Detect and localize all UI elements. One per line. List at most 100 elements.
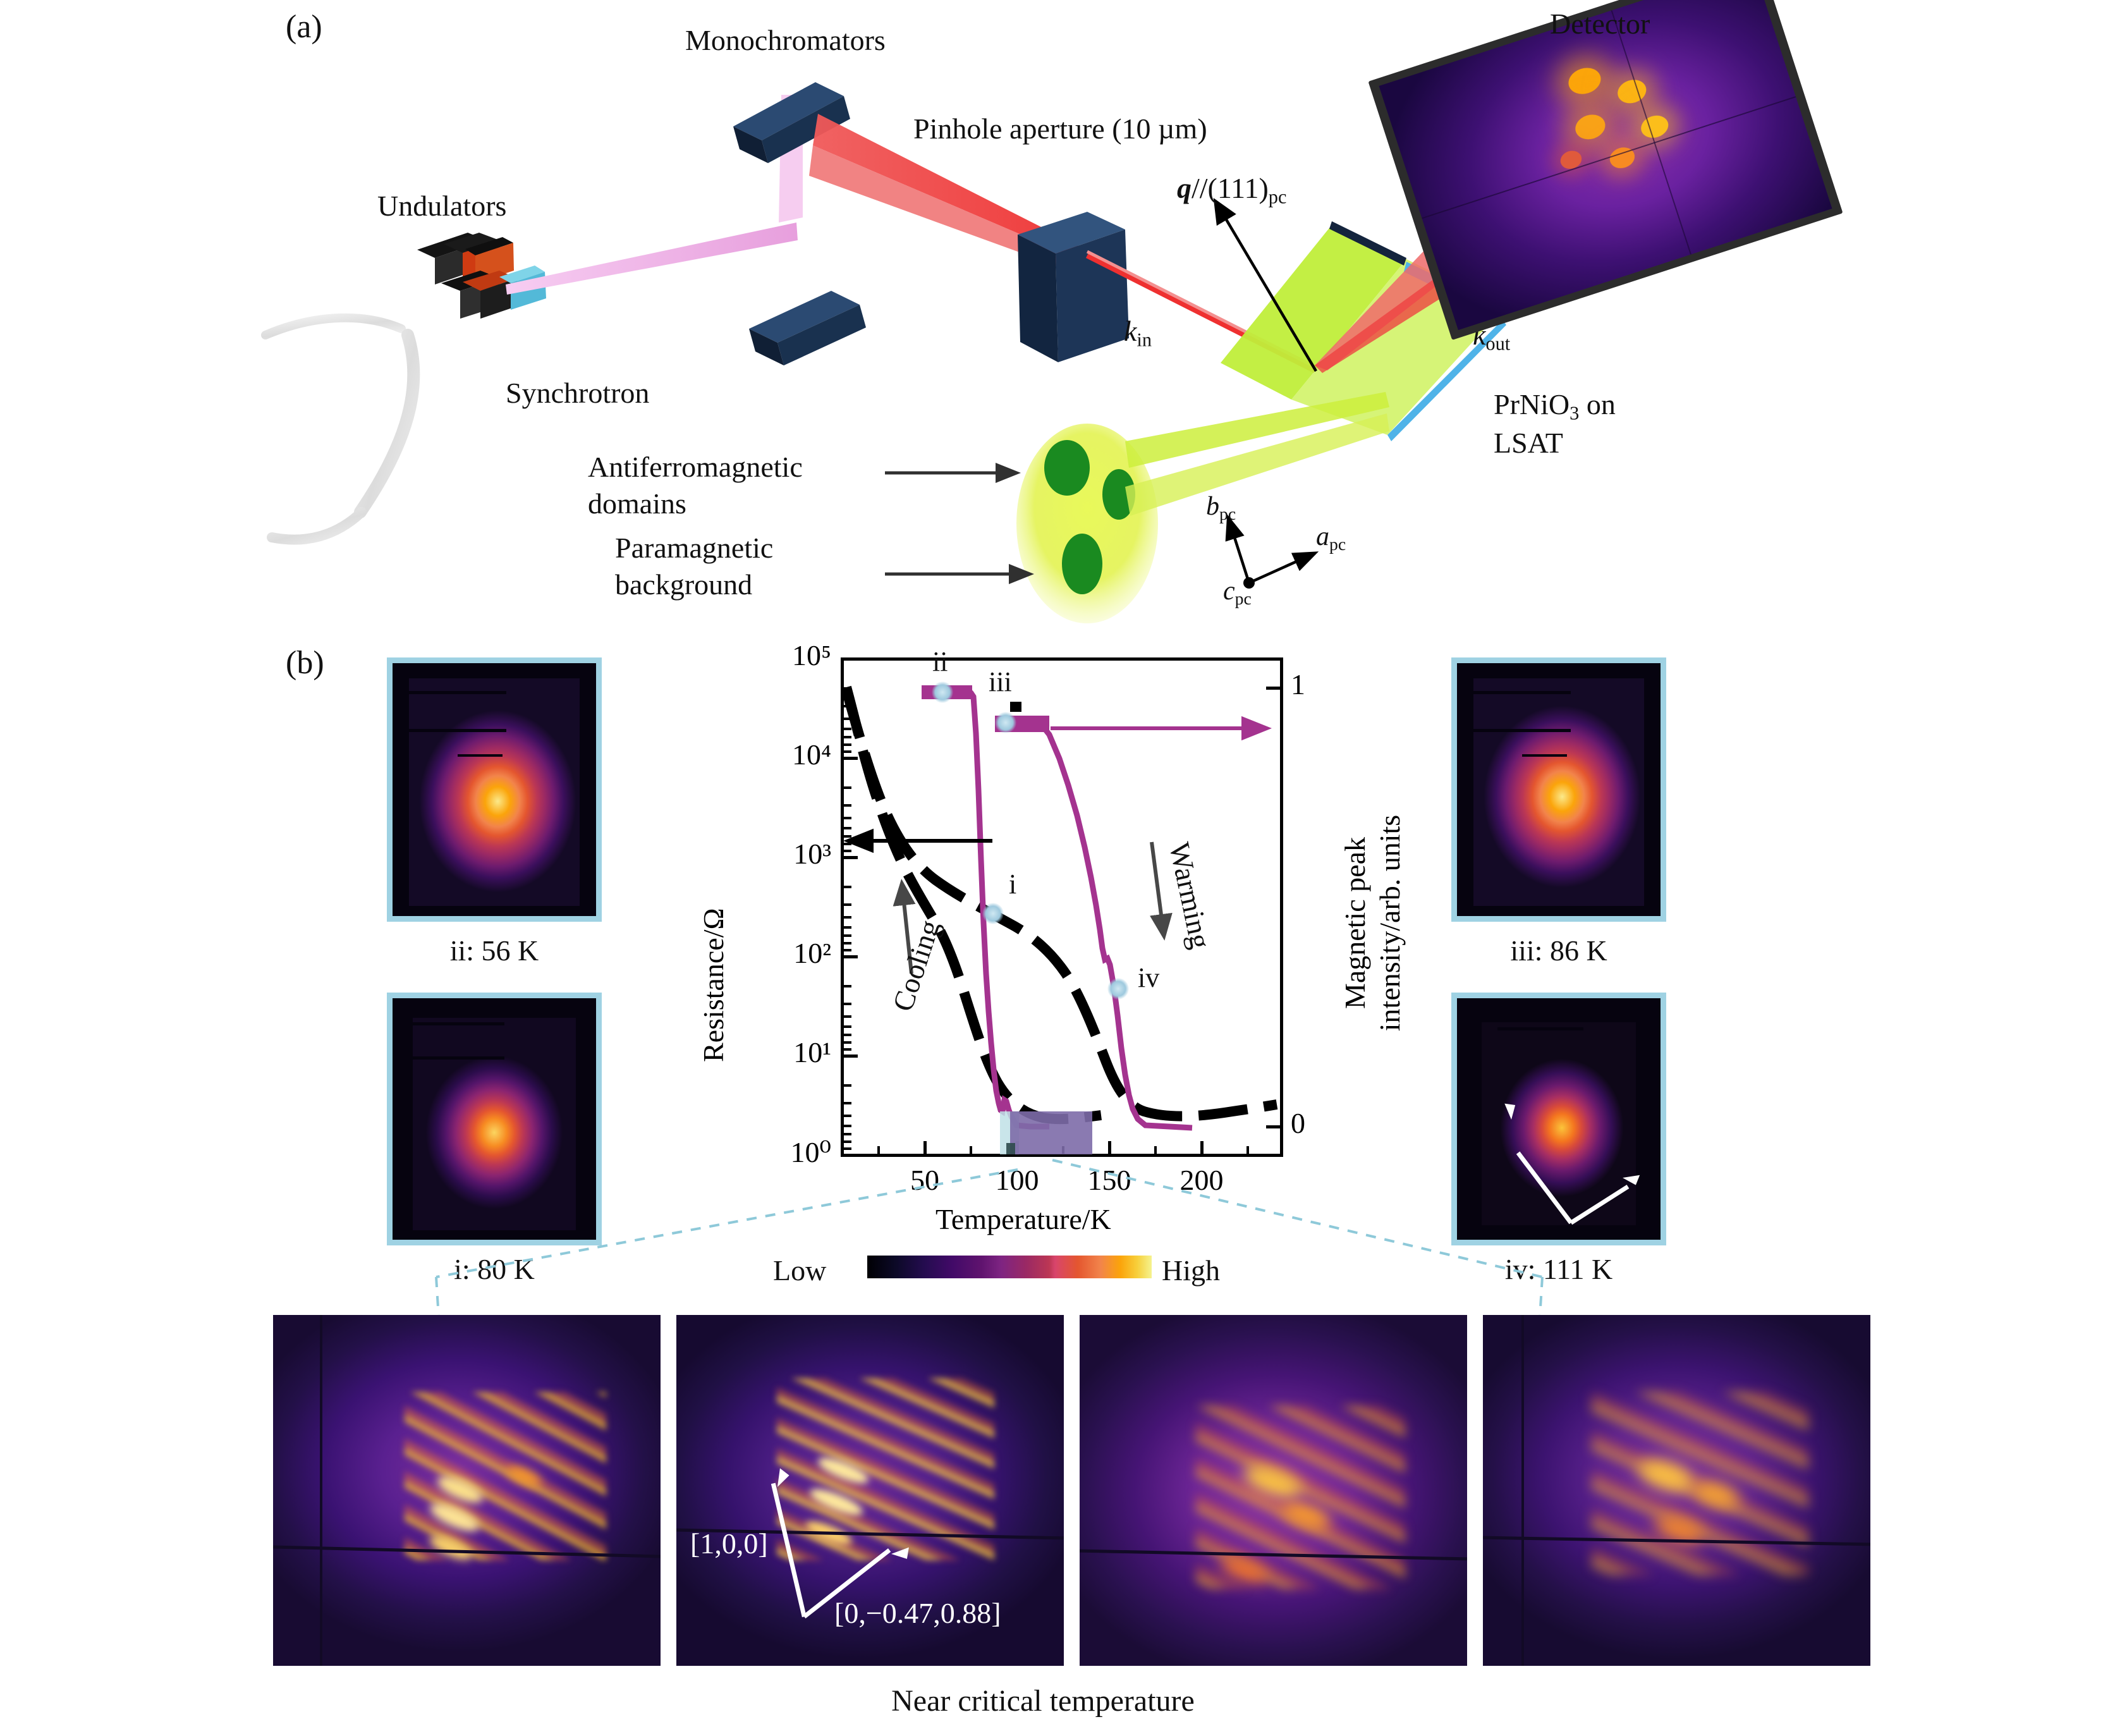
xtick-label-100: 100 bbox=[995, 1164, 1039, 1196]
paramagnetic-bg-label: Paramagnetic background bbox=[615, 530, 773, 602]
ytick-minor bbox=[844, 903, 851, 906]
series-magnetic-intensity-cooling bbox=[925, 687, 1049, 1130]
series-resistance-warming bbox=[841, 688, 1278, 1122]
ytick-minor bbox=[844, 1125, 851, 1127]
thumbnail-iv-image bbox=[1457, 998, 1661, 1240]
ytick-label-1e1: 10¹ bbox=[793, 1036, 831, 1068]
detector-label: Detector bbox=[1550, 8, 1650, 40]
ytick-minor bbox=[844, 1048, 851, 1051]
resistance-intensity-plot: 10⁵ 10⁴ 10³ 10² 10¹ 10⁰ 50 100 150 200 1… bbox=[697, 639, 1406, 1235]
ytick-minor bbox=[844, 1015, 851, 1018]
thumbnail-iv bbox=[1451, 993, 1666, 1245]
marker-i bbox=[982, 903, 1004, 924]
y2-axis-title: Magnetic peak intensity/arb. units bbox=[1338, 746, 1407, 1100]
direction-label-0-047-088: [0,−0.47,0.88] bbox=[834, 1597, 1001, 1629]
afm-line2: domains bbox=[588, 487, 686, 520]
plot-frame-left bbox=[841, 657, 844, 1157]
ytick-minor bbox=[844, 750, 851, 753]
direction-label-100: [1,0,0] bbox=[690, 1527, 768, 1560]
speckle-panel-3 bbox=[1080, 1315, 1467, 1666]
speckle-panel-1 bbox=[273, 1315, 661, 1666]
ytick-minor bbox=[844, 718, 851, 720]
ytick-minor bbox=[844, 1034, 851, 1036]
iii-square-marker bbox=[1010, 702, 1021, 712]
ytick-minor bbox=[844, 1140, 851, 1143]
ytick-label-1e0: 10⁰ bbox=[790, 1136, 831, 1168]
temperature-band-dark bbox=[1006, 1143, 1015, 1154]
y2-title-line1: Magnetic peak bbox=[1339, 836, 1371, 1010]
xtick-150 bbox=[1108, 1141, 1111, 1154]
marker-label-ii: ii bbox=[932, 646, 948, 677]
ytick-label-1e5: 10⁵ bbox=[791, 639, 831, 671]
ytick-label-1e2: 10² bbox=[793, 937, 831, 969]
sample-label: PrNiO3 on LSAT bbox=[1494, 387, 1616, 461]
xtick-minor bbox=[970, 1146, 972, 1154]
panel-a-tag: (a) bbox=[286, 9, 322, 45]
synchrotron-ring-graphic bbox=[261, 313, 420, 545]
ytick-minor bbox=[844, 934, 851, 937]
ytick-label-1e4: 10⁴ bbox=[791, 738, 831, 771]
domain-projection-beam bbox=[1125, 392, 1389, 516]
speckle-panel-4 bbox=[1483, 1315, 1870, 1666]
series-magnetic-intensity-warming bbox=[996, 718, 1193, 1131]
paramagnetic-bg-arrow bbox=[885, 563, 1034, 584]
pm-line2: background bbox=[615, 568, 753, 601]
xtick-minor bbox=[877, 1146, 880, 1154]
monochromator-1-graphic bbox=[733, 82, 850, 163]
k-in-label: kin bbox=[1124, 315, 1152, 351]
ytick-minor bbox=[844, 1102, 851, 1104]
ytick-minor bbox=[844, 916, 851, 919]
colorbar bbox=[867, 1256, 1152, 1278]
xray-beam-red-incident bbox=[809, 114, 1087, 277]
synchrotron-label: Synchrotron bbox=[506, 377, 650, 409]
ytick-minor bbox=[844, 827, 851, 829]
afm-domains-label: Antiferromagnetic domains bbox=[588, 449, 879, 522]
thumbnail-ii-image bbox=[393, 663, 596, 916]
y2-title-line2: intensity/arb. units bbox=[1374, 814, 1406, 1032]
y-axis-title: Resistance/Ω bbox=[697, 908, 729, 1062]
detector-gap-vertical bbox=[1521, 1315, 1525, 1666]
ytick-1e5 bbox=[844, 657, 858, 661]
ytick-minor bbox=[844, 743, 851, 746]
xtick-minor bbox=[1246, 1146, 1249, 1154]
marker-ii bbox=[932, 682, 953, 703]
ytick-minor bbox=[844, 926, 851, 929]
cooling-annotation-arrow bbox=[893, 879, 916, 974]
detector-image bbox=[1368, 0, 1843, 340]
y2tick-label-0: 0 bbox=[1291, 1107, 1305, 1139]
thumbnail-iii bbox=[1451, 657, 1666, 922]
crystal-axes-triad bbox=[1225, 514, 1319, 589]
ytick-1e1 bbox=[844, 1054, 858, 1058]
marker-label-i: i bbox=[1009, 869, 1017, 900]
ytick-minor bbox=[844, 985, 851, 987]
thumbnail-i bbox=[387, 993, 602, 1245]
afm-line1: Antiferromagnetic bbox=[588, 451, 803, 483]
marker-label-iii: iii bbox=[989, 666, 1012, 697]
ytick-minor bbox=[844, 1041, 851, 1044]
ytick-minor bbox=[844, 942, 851, 944]
marker-iv bbox=[1107, 978, 1129, 999]
colorbar-high-label: High bbox=[1162, 1254, 1220, 1287]
y2tick-0 bbox=[1266, 1125, 1280, 1128]
ytick-minor bbox=[844, 886, 851, 888]
ytick-minor bbox=[844, 1133, 851, 1135]
plot-frame-right bbox=[1280, 657, 1283, 1157]
ytick-minor bbox=[844, 736, 851, 738]
y2tick-1 bbox=[1266, 687, 1280, 690]
y2tick-label-1: 1 bbox=[1291, 668, 1305, 700]
sample-label-line1: PrNiO3 on bbox=[1494, 388, 1616, 424]
ytick-1e0 bbox=[844, 1154, 858, 1157]
warming-annotation-arrow bbox=[1150, 841, 1173, 941]
ytick-minor bbox=[844, 1084, 851, 1087]
ytick-minor bbox=[844, 1025, 851, 1028]
bottom-caption: Near critical temperature bbox=[891, 1684, 1195, 1718]
q-vector-label: q//(111)pc bbox=[1177, 172, 1287, 208]
ytick-minor bbox=[844, 804, 851, 807]
temperature-band-purple bbox=[1010, 1111, 1092, 1154]
x-axis-title: Temperature/K bbox=[936, 1203, 1111, 1235]
panel-b-tag: (b) bbox=[286, 645, 324, 681]
plot-frame-top bbox=[841, 657, 1283, 661]
ytick-1e4 bbox=[844, 757, 858, 760]
ytick-minor bbox=[844, 1147, 851, 1150]
ytick-label-1e3: 10³ bbox=[793, 838, 831, 870]
